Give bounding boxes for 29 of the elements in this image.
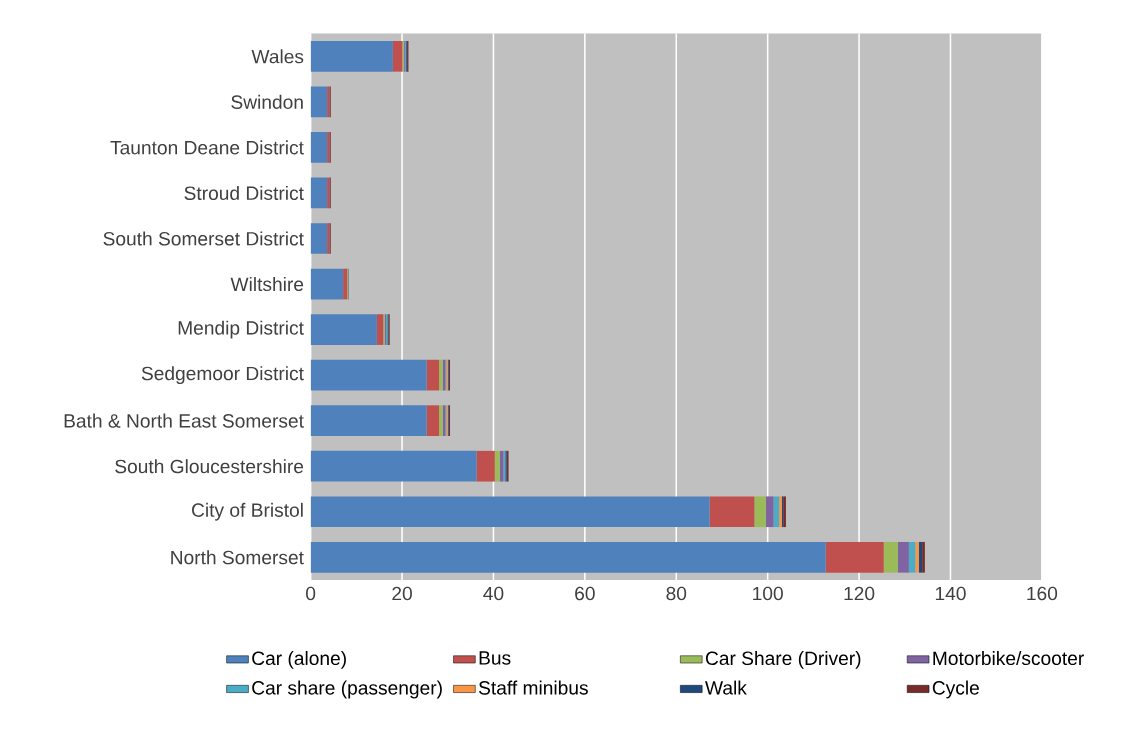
x-tick-label: 80	[666, 586, 687, 601]
legend-label: Cycle	[932, 680, 979, 699]
y-tick-label: Wiltshire	[230, 276, 304, 291]
y-tick-label: City of Bristol	[192, 502, 303, 521]
legend-label: Car share (passenger)	[252, 680, 442, 699]
y-tick-label: Sedgemoor District	[141, 366, 304, 384]
y-tick-label: North Somerset	[171, 550, 304, 565]
y-tick-label: Stroud District	[184, 185, 304, 200]
x-tick-label: 20	[392, 586, 412, 601]
y-tick-label: Mendip District	[178, 320, 304, 339]
y-tick-label: South Somerset District	[103, 231, 304, 246]
x-tick-label: 100	[753, 586, 783, 601]
legend-label: Car Share (Driver)	[705, 650, 861, 669]
x-tick-label: 0	[306, 586, 316, 601]
x-tick-label: 40	[483, 586, 504, 601]
legend-label: Staff minibus	[478, 680, 588, 695]
legend-label: Bus	[479, 651, 511, 665]
y-tick-label: Wales	[251, 49, 304, 64]
x-tick-label: 60	[575, 586, 595, 601]
legend-label: Motorbike/scooter	[933, 650, 1084, 665]
x-tick-label: 140	[935, 586, 966, 601]
y-tick-label: South Gloucestershire	[115, 458, 304, 474]
y-tick-label: Bath & North East Somerset	[64, 413, 304, 428]
x-tick-label: 120	[844, 586, 875, 601]
x-tick-label: 160	[1027, 586, 1058, 601]
legend-label: Walk	[705, 680, 747, 695]
y-tick-label: Taunton Deane District	[110, 140, 304, 155]
legend-label: Car (alone)	[252, 650, 346, 669]
y-tick-label: Swindon	[231, 94, 303, 109]
